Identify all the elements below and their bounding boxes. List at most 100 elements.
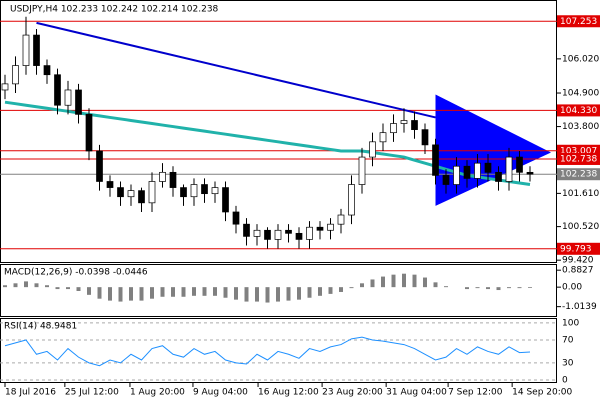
panel-title: RSI(14) 48.9481 [4, 322, 77, 332]
macd-bar [97, 287, 102, 299]
macd-bar [423, 277, 427, 288]
macd-bar [223, 287, 228, 298]
level-label-box [557, 168, 600, 181]
candle-body [243, 223, 250, 237]
macd-bar [118, 287, 123, 302]
candle-body [201, 184, 208, 195]
level-label: 103.007 [560, 146, 597, 156]
macd-bar [286, 287, 291, 301]
candle-body [1, 83, 9, 91]
level-label: 99.793 [560, 244, 592, 254]
candle-body [222, 187, 229, 213]
macd-bar [45, 285, 49, 288]
macd-bar [328, 287, 333, 294]
candle-body [505, 156, 513, 182]
candle-body [348, 184, 355, 216]
x-tick-label: 31 Aug 04:00 [386, 388, 447, 398]
level-label: 102.738 [560, 154, 597, 164]
candle-body [64, 89, 72, 106]
candle-body [379, 132, 387, 143]
y-tick-label: 101.610 [562, 189, 599, 199]
candle-body [180, 187, 187, 198]
y-tick-label: 104.900 [562, 89, 599, 99]
macd-bar [475, 287, 480, 289]
x-tick-label: 23 Aug 20:00 [322, 388, 383, 398]
candle-body [400, 120, 408, 124]
y-tick-label: 100 [562, 318, 579, 328]
y-tick-label: 99.420 [562, 256, 594, 266]
macd-bar [66, 287, 70, 290]
macd-bar [3, 285, 7, 288]
y-tick-label: 0.8827 [562, 266, 594, 276]
macd-bar [318, 287, 322, 296]
candle-body [316, 226, 324, 231]
macd-bar [213, 287, 217, 296]
level-label: 104.330 [560, 106, 597, 116]
macd-bar [307, 287, 312, 298]
x-tick-label: 16 Aug 12:00 [258, 388, 319, 398]
macd-bar [433, 282, 438, 288]
macd-bar [339, 287, 343, 292]
candle-body [190, 184, 198, 198]
x-tick-label: 9 Aug 04:00 [193, 388, 248, 398]
rsi-frame [0, 318, 557, 383]
macd-bar [265, 287, 270, 303]
level-label: 107.253 [560, 17, 597, 27]
candle-body [127, 190, 135, 198]
candle-body [390, 123, 397, 134]
candle-body [96, 150, 103, 182]
candle-body [22, 34, 30, 66]
macd-frame [0, 264, 557, 317]
macd-bar [360, 283, 364, 288]
candle-body [54, 74, 61, 106]
candle-body [516, 156, 523, 173]
chart-title: USDJPY,H4 102.233 102.242 102.214 102.23… [10, 5, 219, 15]
candle-body [169, 171, 177, 188]
macd-bar [108, 287, 112, 301]
x-tick-label: 18 Jul 2016 [5, 388, 56, 398]
candle-body [495, 171, 502, 182]
x-tick-label: 1 Aug 20:00 [130, 388, 185, 398]
y-tick-label: 100.520 [562, 222, 599, 232]
macd-bar [517, 287, 522, 289]
candle-body [295, 232, 303, 240]
candle-body [306, 226, 313, 240]
candle-body [484, 162, 492, 173]
candle-body [148, 181, 156, 204]
macd-bar [181, 287, 186, 297]
candle-body [463, 165, 471, 179]
macd-bar [391, 274, 396, 288]
macd-bar [381, 276, 385, 288]
x-tick-label: 7 Sep 12:00 [448, 388, 503, 398]
candle-body [117, 187, 124, 198]
candle-body [453, 165, 460, 185]
macd-bar [129, 287, 133, 301]
macd-bar [160, 287, 165, 297]
macd-bar [507, 287, 511, 289]
trend-line [36, 21, 436, 119]
macd-bar [55, 287, 60, 290]
macd-bar [234, 287, 238, 300]
candle-body [327, 223, 334, 231]
macd-bar [171, 287, 175, 297]
macd-bar [349, 287, 354, 289]
macd-bar [528, 287, 532, 288]
candle-body [369, 141, 376, 158]
macd-bar [276, 287, 280, 302]
macd-bar [486, 287, 490, 290]
candle-body [411, 120, 418, 130]
macd-bar [402, 273, 406, 288]
macd-bar [192, 287, 196, 296]
candle-body [106, 181, 114, 188]
main-frame [0, 0, 557, 263]
candle-body [337, 214, 345, 225]
candle-body [85, 114, 93, 152]
macd-bar [13, 283, 18, 288]
macd-bar [496, 287, 501, 291]
level-label-box [557, 152, 600, 165]
macd-bar [297, 287, 301, 300]
macd-bar [34, 283, 39, 288]
level-label: 102.238 [560, 170, 597, 180]
y-tick-label: 70 [562, 336, 574, 346]
